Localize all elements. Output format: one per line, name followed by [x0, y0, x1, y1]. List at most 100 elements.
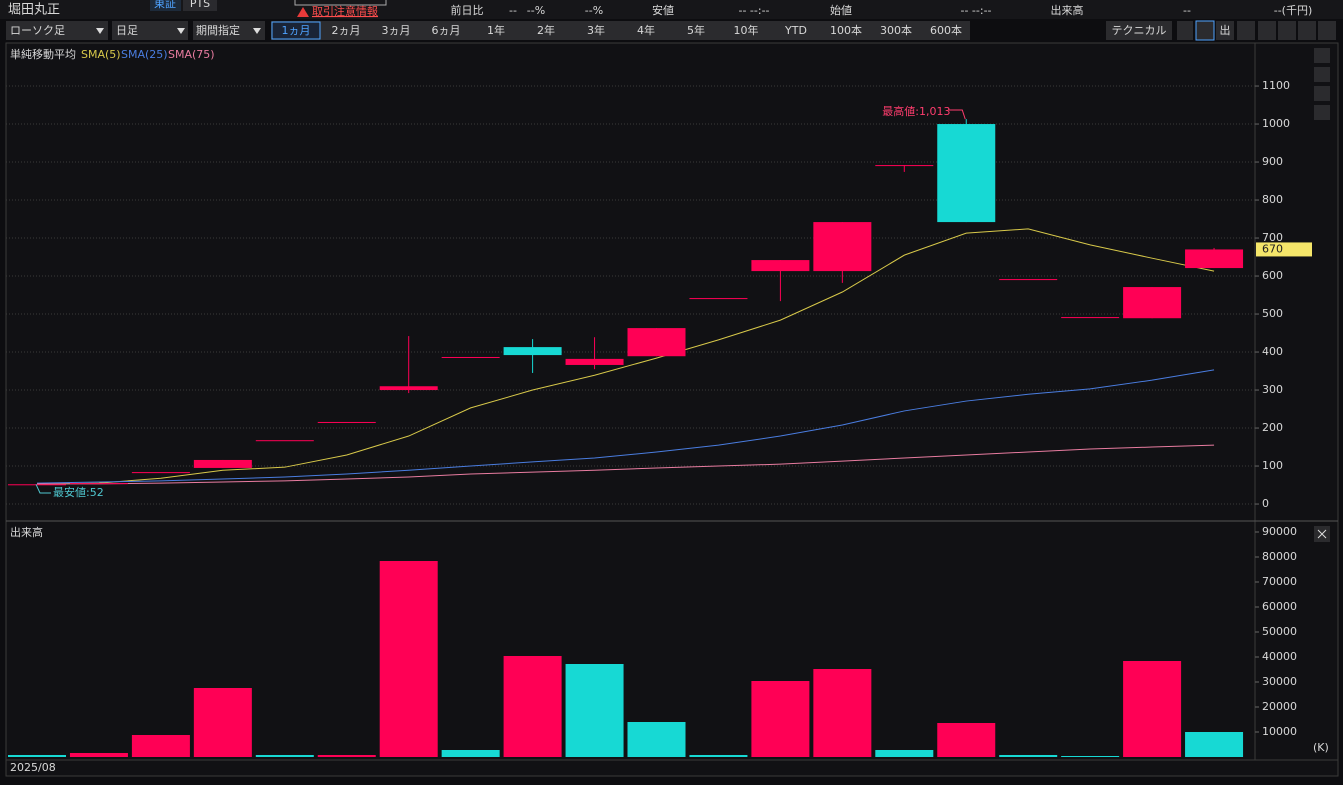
dropdown[interactable] [193, 21, 265, 40]
legend-entry: SMA(25) [121, 48, 168, 61]
y-tick-label: 200 [1262, 421, 1283, 434]
candle-body [627, 328, 686, 357]
volume-bar [999, 755, 1058, 757]
period-button[interactable]: 3年 [587, 23, 605, 37]
y-tick-label: 400 [1262, 345, 1283, 358]
dropdown-label[interactable]: 期間指定 [196, 23, 240, 37]
candle-body [875, 165, 934, 167]
legend-entry: SMA(75) [168, 48, 215, 61]
quote-item: 前日比 [451, 3, 484, 17]
y-tick-label: 40000 [1262, 650, 1297, 663]
period-bar [271, 21, 970, 40]
y-tick-label: 600 [1262, 269, 1283, 282]
side-icon[interactable] [1314, 105, 1330, 120]
candle-body [255, 440, 314, 442]
candle-body [69, 483, 128, 485]
dropdown[interactable] [112, 21, 188, 40]
close-icon [1317, 529, 1327, 539]
period-button[interactable]: 600本 [930, 23, 962, 37]
volume-bar [689, 755, 748, 757]
pts-label[interactable]: PTS [190, 0, 210, 10]
sma-line [36, 228, 1215, 485]
y-tick-label: 1000 [1262, 117, 1290, 130]
quote-item: -- --:-- [738, 4, 769, 17]
volume-bar [565, 664, 624, 757]
period-button[interactable]: YTD [784, 24, 807, 37]
tool-icon[interactable] [1216, 21, 1234, 40]
volume-bar [193, 688, 252, 757]
side-icon[interactable] [1314, 48, 1330, 63]
candle-body [379, 386, 438, 391]
market-label[interactable]: 東証 [154, 0, 176, 10]
tool-icon[interactable] [1237, 21, 1255, 40]
y-tick-label: 800 [1262, 193, 1283, 206]
tool-icon[interactable] [1258, 21, 1276, 40]
y-tick-label: 20000 [1262, 700, 1297, 713]
y-tick-label: 300 [1262, 383, 1283, 396]
low-arrow [35, 484, 51, 494]
technical-button[interactable] [1106, 21, 1172, 40]
volume-bar [875, 750, 934, 757]
quote-item: --(千円) [1274, 4, 1313, 17]
technical-label[interactable]: テクニカル [1112, 24, 1167, 37]
volume-bar [1185, 732, 1244, 757]
volume-toggle[interactable]: 出 [1220, 23, 1231, 37]
market-tab[interactable] [150, 0, 181, 11]
legend-entry: SMA(5) [81, 48, 121, 61]
sma-line [36, 369, 1215, 484]
stock-name: 堀田丸正 [8, 3, 60, 18]
period-button[interactable]: 1ヵ月 [282, 24, 311, 37]
period-button[interactable]: 5年 [687, 23, 705, 37]
sma-line [37, 444, 1215, 485]
y-tick-label: 10000 [1262, 725, 1297, 738]
tool-icon[interactable] [1195, 20, 1215, 41]
candle-body [751, 260, 810, 272]
quote-item: 出来高 [1051, 3, 1084, 17]
candle-body [565, 358, 624, 365]
y-tick-label: 500 [1262, 307, 1283, 320]
period-button[interactable]: 2ヵ月 [332, 24, 361, 37]
candle-body [193, 459, 252, 468]
dropdown[interactable] [6, 21, 108, 40]
chart-frame [5, 42, 1339, 777]
candle-body [131, 472, 190, 474]
period-button[interactable]: 1年 [487, 23, 505, 37]
volume-bar [69, 753, 128, 757]
candle-body [1185, 249, 1244, 269]
candle-body [689, 298, 748, 300]
tool-icon[interactable] [1318, 21, 1336, 40]
quote-item: -- [1183, 4, 1191, 17]
low-annotation: 最安値:52 [53, 485, 104, 499]
candle-body [937, 124, 996, 223]
dropdown-label[interactable]: 日足 [116, 24, 138, 37]
period-button[interactable]: 6ヵ月 [432, 24, 461, 37]
candle-body [1123, 287, 1182, 319]
side-icon[interactable] [1314, 67, 1330, 82]
candle-body [999, 279, 1058, 281]
quote-item: -- --:-- [960, 4, 991, 17]
period-button[interactable]: 3ヵ月 [382, 24, 411, 37]
period-button[interactable]: 2年 [537, 23, 555, 37]
y-tick-label: 1100 [1262, 79, 1290, 92]
tool-icon[interactable] [1177, 21, 1193, 40]
period-button[interactable]: 100本 [830, 23, 862, 37]
tool-icon[interactable] [1298, 21, 1316, 40]
dropdown-arrow [96, 28, 104, 34]
high-annotation: 最高値:1,013 [882, 104, 950, 118]
period-button[interactable]: 10年 [734, 23, 759, 37]
quote-item: --% [527, 4, 545, 17]
quote-item: 始値 [830, 3, 852, 17]
toolbar: ローソク足 日足 期間指定 テクニカル 出 [6, 20, 1336, 41]
dropdown-arrow [177, 28, 185, 34]
period-button[interactable]: 300本 [880, 23, 912, 37]
volume-bar [317, 755, 376, 757]
dropdown-label[interactable]: ローソク足 [10, 24, 65, 37]
side-icon[interactable] [1314, 86, 1330, 101]
alert-icon [297, 7, 309, 17]
tool-icon[interactable] [1278, 21, 1296, 40]
volume-bar [751, 681, 810, 757]
alert-link[interactable]: 取引注意情報 [312, 4, 378, 18]
period-button[interactable]: 4年 [637, 23, 655, 37]
pts-tab[interactable] [183, 0, 217, 11]
